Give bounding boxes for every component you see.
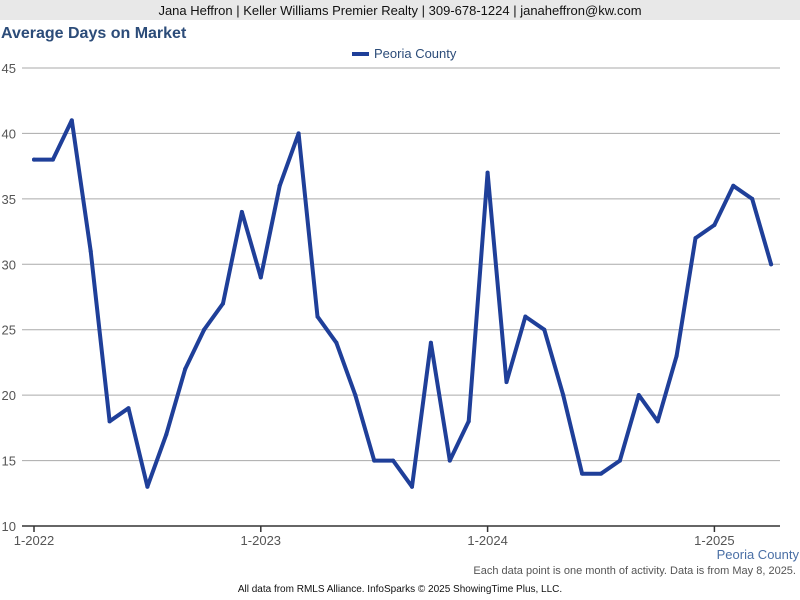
data-point <box>88 249 93 254</box>
data-point <box>523 314 528 319</box>
y-tick-label: 20 <box>2 388 16 403</box>
y-tick-label: 45 <box>2 61 16 76</box>
data-point <box>164 432 169 437</box>
data-point <box>145 484 150 489</box>
data-point <box>69 118 74 123</box>
data-point <box>372 458 377 463</box>
data-point <box>466 419 471 424</box>
data-point <box>693 236 698 241</box>
data-point <box>277 183 282 188</box>
data-point <box>447 458 452 463</box>
data-point <box>183 366 188 371</box>
data-point <box>561 393 566 398</box>
data-point <box>504 380 509 385</box>
data-point <box>221 301 225 306</box>
data-point <box>599 471 603 476</box>
chart-title: Average Days on Market <box>1 25 187 42</box>
data-point <box>750 196 755 201</box>
data-point <box>126 406 131 411</box>
data-point <box>391 458 396 463</box>
data-point <box>239 209 244 214</box>
y-tick-label: 30 <box>2 257 16 272</box>
data-point <box>674 353 679 358</box>
axes: 10 15 20 25 30 35 40 45 1-2022 1-2023 1-2024 1-2025 <box>2 61 780 548</box>
x-tick-label: 1-2022 <box>14 533 54 548</box>
data-point <box>769 262 774 267</box>
gridlines <box>22 67 780 462</box>
data-point <box>315 314 320 319</box>
series-layer <box>32 118 774 489</box>
data-point <box>428 340 433 345</box>
y-tick-label: 15 <box>2 454 16 469</box>
data-point <box>542 327 547 332</box>
data-point <box>50 157 55 162</box>
data-point <box>296 131 301 136</box>
data-point <box>32 157 36 162</box>
data-credit: All data from RMLS Alliance. InfoSparks … <box>237 584 563 595</box>
y-tick-label: 35 <box>2 192 16 207</box>
data-note: Each data point is one month of activity… <box>473 565 796 577</box>
data-point <box>636 393 641 398</box>
contact-bar: Jana Heffron | Keller Williams Premier R… <box>0 0 800 20</box>
data-point <box>410 484 414 489</box>
legend-label: Peoria County <box>374 46 457 61</box>
data-point <box>655 419 660 424</box>
x-tick-label: 1-2025 <box>694 533 734 548</box>
data-point <box>731 183 736 188</box>
y-tick-label: 25 <box>2 323 16 338</box>
data-point <box>353 393 358 398</box>
data-point <box>617 458 622 463</box>
x-tick-label: 1-2024 <box>467 533 507 548</box>
y-tick-label: 10 <box>2 519 16 534</box>
data-point <box>712 223 717 228</box>
data-point <box>580 471 585 476</box>
x-tick-label: 1-2023 <box>241 533 281 548</box>
data-point <box>485 170 490 175</box>
chart-legend[interactable]: Peoria County <box>352 46 456 61</box>
y-tick-label: 40 <box>2 126 16 141</box>
data-point <box>334 340 339 345</box>
data-point <box>202 327 207 332</box>
series-line-0 <box>32 118 774 489</box>
series-footer-label: Peoria County <box>716 547 799 562</box>
legend-swatch <box>352 51 369 56</box>
data-point <box>258 275 263 280</box>
data-point <box>107 419 112 424</box>
